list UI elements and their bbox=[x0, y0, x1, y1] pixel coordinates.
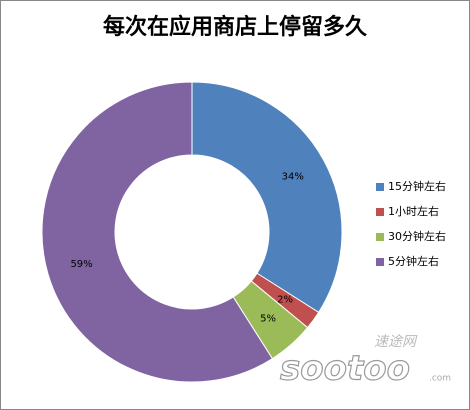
legend-swatch bbox=[376, 183, 384, 191]
legend-label: 1小时左右 bbox=[388, 204, 439, 218]
legend-label: 15分钟左右 bbox=[388, 179, 446, 193]
legend-swatch bbox=[376, 233, 384, 241]
legend-label: 5分钟左右 bbox=[388, 254, 439, 268]
donut-segment bbox=[41, 81, 274, 383]
watermark-domain: .com bbox=[429, 374, 451, 384]
legend-label: 30分钟左右 bbox=[388, 229, 446, 243]
data-label: 2% bbox=[277, 295, 293, 306]
chart-title: 每次在应用商店上停留多久 bbox=[103, 14, 367, 40]
watermark-site: 速途网 bbox=[374, 334, 418, 350]
donut-segment bbox=[191, 81, 343, 314]
watermark-logo: sootoo bbox=[280, 349, 410, 389]
data-label: 5% bbox=[260, 313, 276, 324]
data-label: 34% bbox=[282, 172, 304, 183]
legend-swatch bbox=[376, 208, 384, 216]
legend-swatch bbox=[376, 258, 384, 266]
data-label: 59% bbox=[70, 259, 92, 270]
